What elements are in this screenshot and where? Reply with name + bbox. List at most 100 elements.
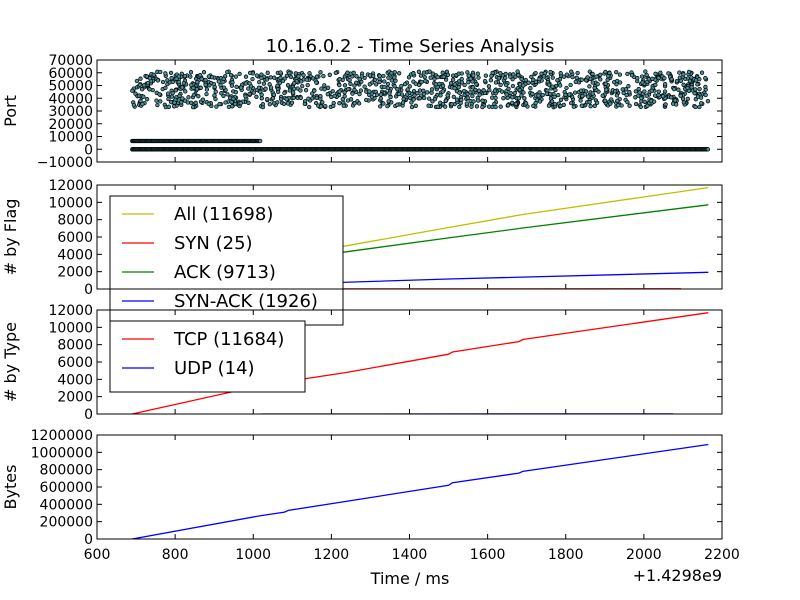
scatter-point — [265, 70, 270, 75]
scatter-point — [291, 86, 297, 91]
scatter-point — [400, 100, 406, 105]
scatter-point — [515, 69, 520, 74]
scatter-point — [486, 84, 492, 89]
scatter-point — [669, 95, 674, 100]
scatter-point — [342, 83, 348, 88]
scatter-point — [504, 82, 509, 88]
scatter-point — [558, 71, 563, 76]
scatter-point — [526, 80, 531, 85]
scatter-point — [169, 76, 174, 81]
scatter-point — [221, 85, 227, 90]
scatter-point — [214, 104, 219, 109]
axes-frame — [96, 184, 723, 290]
scatter-point — [477, 92, 482, 97]
scatter-point — [405, 87, 410, 92]
scatter-point — [282, 90, 287, 96]
scatter-point — [693, 104, 698, 110]
scatter-point — [692, 91, 697, 96]
scatter-point — [556, 92, 561, 98]
scatter-point — [395, 102, 400, 107]
scatter-point — [521, 83, 526, 88]
scatter-point — [337, 101, 342, 106]
scatter-point — [268, 85, 274, 90]
y-tick-label: 30000 — [48, 104, 93, 120]
scatter-point — [271, 101, 277, 106]
scatter-point — [459, 97, 464, 103]
scatter-point — [182, 98, 188, 103]
scatter-point — [225, 69, 230, 75]
scatter-point — [639, 74, 645, 79]
scatter-point — [307, 71, 312, 76]
scatter-point — [213, 89, 218, 94]
scatter-point — [151, 72, 156, 77]
x-tick-label: 2000 — [626, 547, 662, 563]
scatter-point — [580, 93, 585, 99]
scatter-point — [321, 73, 326, 79]
scatter-point — [512, 90, 517, 96]
scatter-point — [345, 70, 350, 75]
scatter-point — [666, 71, 671, 76]
scatter-point — [699, 70, 705, 75]
scatter-point — [619, 103, 624, 108]
scatter-point — [481, 88, 486, 93]
scatter-point — [569, 100, 574, 106]
scatter-point — [357, 76, 362, 82]
y-tick-label: 10000 — [48, 130, 93, 146]
scatter-point — [445, 93, 450, 98]
scatter-point — [276, 89, 281, 95]
scatter-point — [165, 91, 171, 96]
x-tick-label: 1600 — [470, 547, 506, 563]
y-tick-label: 2000 — [57, 390, 93, 406]
scatter-point — [386, 99, 391, 104]
scatter-point — [378, 104, 383, 109]
scatter-point — [695, 94, 701, 99]
scatter-point — [402, 81, 408, 87]
scatter-point — [426, 96, 432, 101]
scatter-point — [194, 87, 200, 92]
scatter-point — [213, 96, 218, 102]
scatter-point — [310, 91, 315, 96]
chart-title: 10.16.0.2 - Time Series Analysis — [266, 36, 555, 57]
scatter-point — [575, 70, 580, 76]
scatter-point — [450, 73, 456, 78]
scatter-point — [498, 104, 503, 109]
scatter-point — [254, 94, 259, 99]
y-tick-label: 60000 — [48, 66, 93, 82]
scatter-point — [483, 73, 489, 78]
scatter-point — [536, 93, 541, 98]
scatter-point — [396, 91, 402, 97]
scatter-point — [681, 100, 686, 105]
scatter-point — [302, 101, 307, 107]
scatter-point — [616, 103, 621, 108]
y-tick-label: −10000 — [37, 155, 93, 171]
axes-frame — [96, 309, 723, 415]
scatter-point — [432, 96, 438, 102]
scatter-point — [633, 101, 639, 107]
y-tick-label: 6000 — [57, 230, 93, 246]
y-tick-label: 2000 — [57, 265, 93, 281]
scatter-point — [303, 88, 309, 93]
scatter-point — [663, 102, 668, 107]
scatter-point — [476, 98, 481, 103]
scatter-point — [552, 101, 558, 107]
scatter-point — [548, 91, 553, 97]
scatter-point — [639, 95, 644, 101]
scatter-point — [438, 93, 443, 98]
scatter-point — [637, 90, 642, 95]
scatter-point — [613, 89, 618, 94]
scatter-point — [314, 74, 320, 79]
scatter-point — [586, 94, 591, 99]
scatter-point — [405, 92, 410, 97]
scatter-point — [181, 80, 186, 86]
scatter-point — [134, 78, 140, 84]
scatter-point — [642, 99, 647, 104]
scatter-point — [519, 76, 524, 82]
scatter-point — [216, 79, 221, 84]
scatter-point — [330, 89, 335, 94]
scatter-point — [626, 84, 631, 89]
scatter-point — [681, 82, 686, 87]
scatter-point — [406, 75, 412, 80]
scatter-point — [422, 74, 427, 80]
scatter-point — [594, 100, 600, 105]
